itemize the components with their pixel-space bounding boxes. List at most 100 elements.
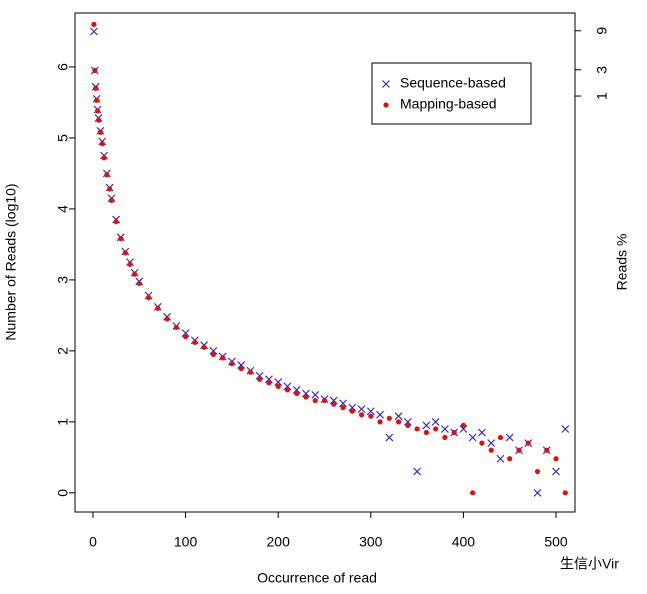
y-tick-label: 5 <box>55 134 71 142</box>
point <box>423 429 429 436</box>
point <box>237 361 246 369</box>
point <box>181 329 190 338</box>
point <box>442 434 448 441</box>
point <box>468 433 477 442</box>
legend-marker <box>382 80 390 88</box>
y-tick-label: 3 <box>55 276 71 284</box>
point <box>488 447 494 453</box>
point <box>97 129 103 135</box>
point <box>460 422 467 429</box>
point <box>101 155 107 161</box>
point <box>414 426 420 432</box>
legend-frame <box>371 62 532 125</box>
point <box>145 295 152 301</box>
point <box>321 397 328 404</box>
x-tick-label: 100 <box>174 534 198 550</box>
point <box>507 456 513 462</box>
plot-frame <box>74 12 576 513</box>
point <box>497 434 504 441</box>
point <box>516 447 522 453</box>
y-tick-label: 6 <box>55 63 71 71</box>
point <box>479 440 485 446</box>
point <box>294 390 300 397</box>
point <box>265 375 273 384</box>
point <box>238 366 244 372</box>
point <box>440 425 449 433</box>
y-tick-label: 2 <box>55 347 71 355</box>
point <box>562 490 568 496</box>
point <box>311 390 320 399</box>
point <box>127 261 133 267</box>
point <box>182 334 189 340</box>
point <box>431 417 440 426</box>
point <box>132 271 138 277</box>
point <box>358 412 365 418</box>
point <box>385 433 394 442</box>
point <box>173 324 179 331</box>
x-tick-label: 300 <box>359 534 383 550</box>
point <box>487 439 496 448</box>
point <box>94 108 101 114</box>
point <box>413 467 421 476</box>
point <box>210 351 216 358</box>
point <box>312 397 318 404</box>
point <box>303 394 309 400</box>
y-axis-label: Number of Reads (log10) <box>3 183 19 340</box>
point <box>552 467 560 476</box>
point <box>247 369 254 375</box>
point <box>395 419 402 425</box>
point <box>405 422 411 429</box>
point <box>122 250 128 256</box>
point <box>94 97 100 103</box>
point <box>331 401 337 407</box>
x-tick-label: 200 <box>267 534 291 550</box>
point <box>403 417 412 426</box>
point <box>422 421 431 430</box>
point <box>451 429 457 436</box>
point <box>192 339 198 345</box>
point <box>533 488 542 497</box>
point <box>349 408 355 414</box>
point <box>433 426 439 432</box>
point <box>368 413 374 419</box>
point <box>377 419 383 425</box>
point <box>376 410 384 419</box>
point <box>348 403 357 412</box>
point <box>339 399 347 408</box>
point <box>274 378 283 386</box>
point <box>220 355 226 361</box>
point <box>118 236 124 242</box>
point <box>257 376 263 382</box>
point <box>136 280 142 287</box>
point <box>340 405 346 411</box>
point <box>544 447 550 453</box>
point <box>107 186 113 192</box>
point <box>394 412 403 421</box>
point <box>292 386 301 394</box>
point <box>95 117 102 123</box>
y-tick-label: 4 <box>55 205 71 213</box>
x-tick-label: 500 <box>544 534 568 550</box>
point <box>104 172 110 178</box>
legend-label: Sequence-based <box>400 75 506 91</box>
point <box>201 344 207 350</box>
point <box>284 387 291 393</box>
point <box>459 425 468 433</box>
y2-tick-label: 1 <box>594 92 610 100</box>
watermark: 生信小Vir <box>560 556 619 572</box>
point <box>470 490 476 496</box>
point <box>266 380 272 386</box>
point <box>478 428 486 437</box>
point <box>283 382 292 391</box>
point <box>386 415 392 421</box>
point <box>113 219 119 225</box>
point <box>357 405 366 413</box>
point <box>255 371 264 380</box>
y2-tick-label: 9 <box>594 27 610 35</box>
point <box>561 425 570 433</box>
legend-label: Mapping-based <box>400 96 497 112</box>
legend-marker <box>383 102 389 108</box>
point <box>302 389 310 398</box>
point <box>209 346 218 355</box>
y-tick-label: 0 <box>55 489 71 497</box>
